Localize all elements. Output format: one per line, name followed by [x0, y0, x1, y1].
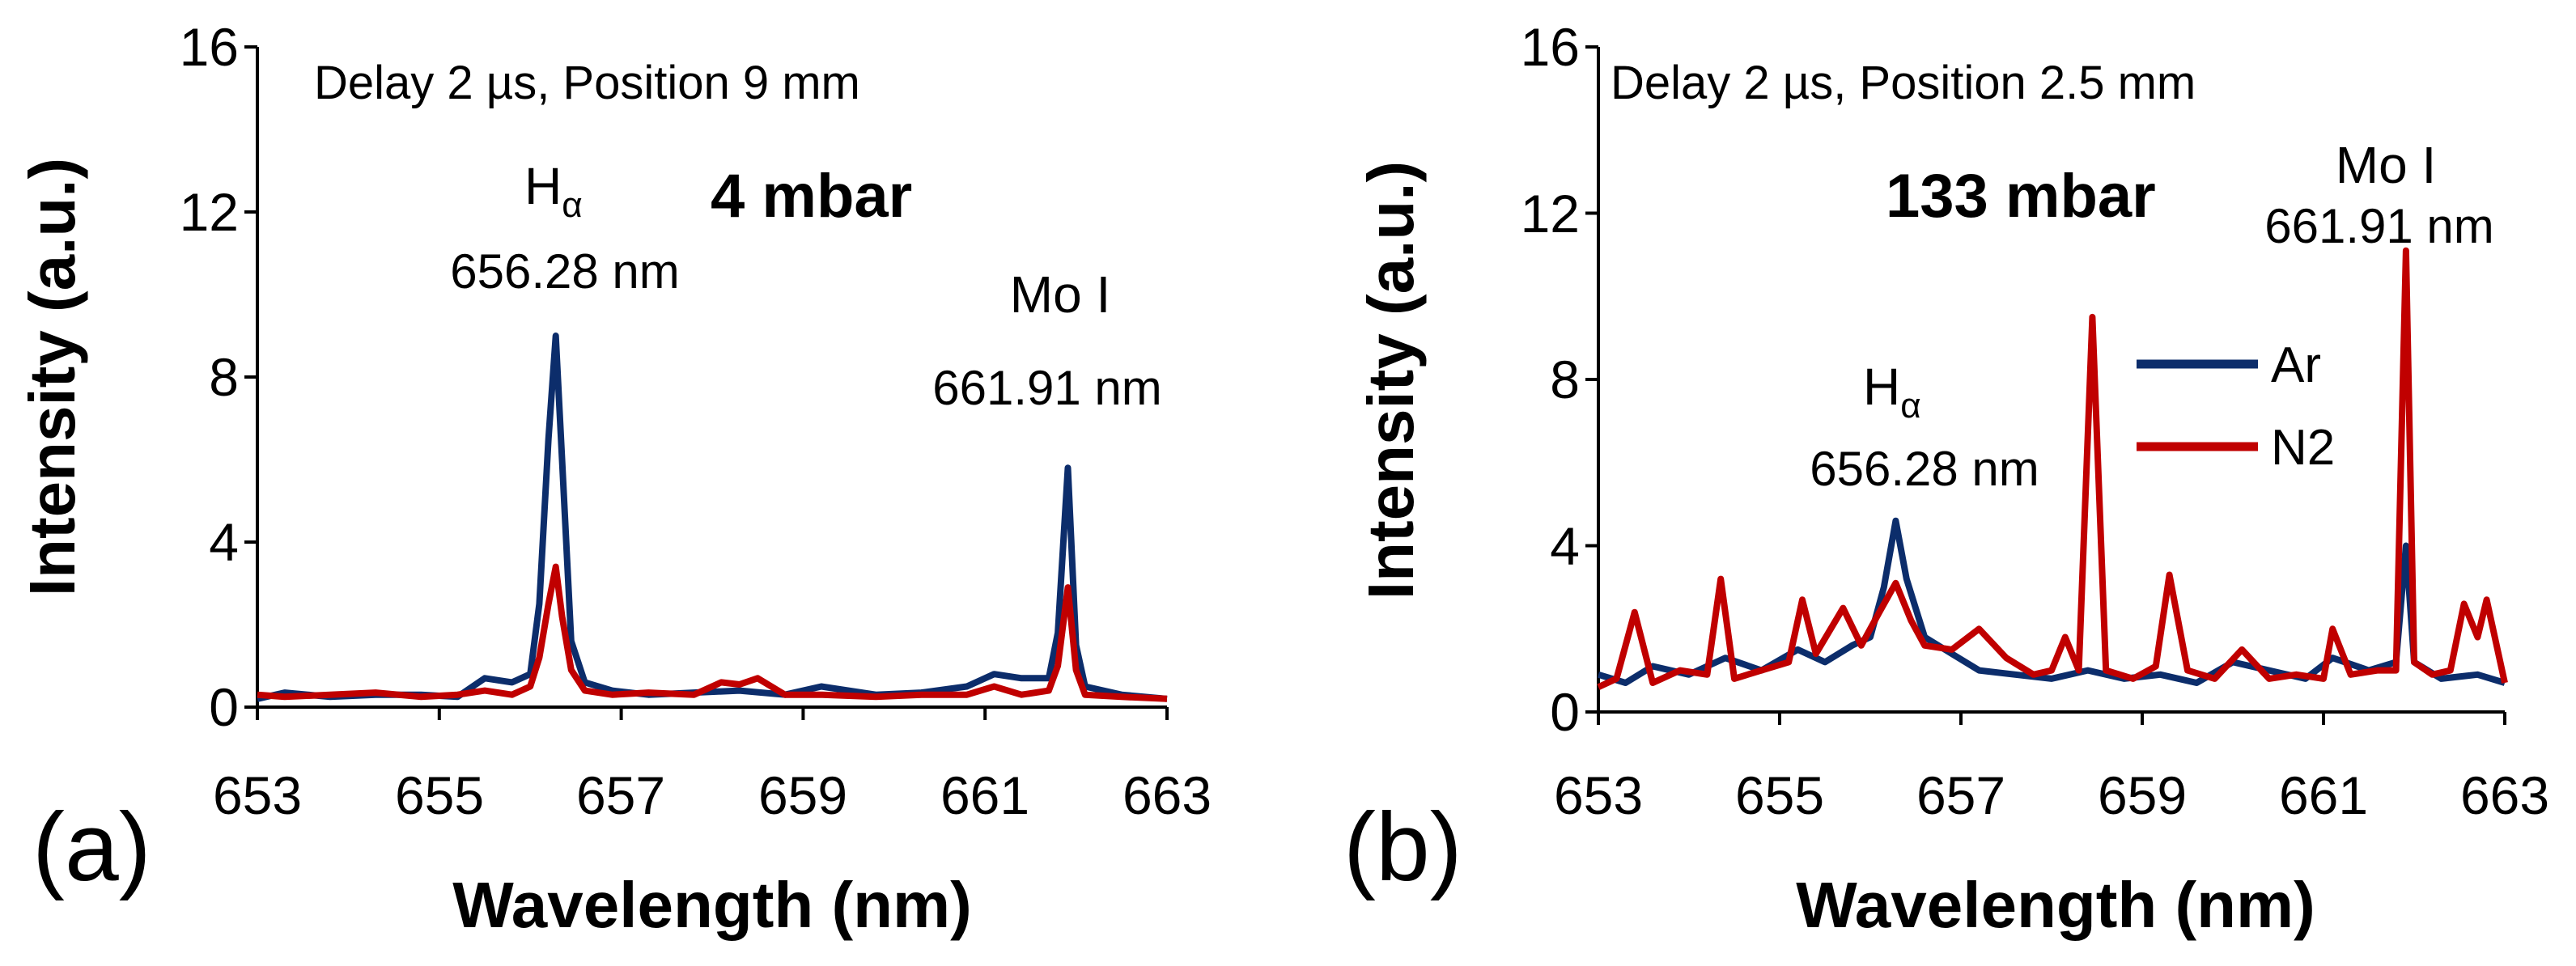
- y-tick-label: 4: [209, 512, 239, 572]
- x-tick-label: 655: [395, 765, 484, 825]
- conditions-note-b: Delay 2 µs, Position 2.5 mm: [1611, 57, 2196, 109]
- x-tick-label: 657: [1916, 765, 2005, 825]
- series-line-n2-b: [1597, 247, 2508, 690]
- pressure-label-a: 4 mbar: [711, 162, 912, 231]
- y-tick-label: 0: [1550, 682, 1580, 742]
- tick-marks-a: [244, 45, 1169, 720]
- mo-wavelength-b: 661.91 nm: [2264, 199, 2494, 253]
- x-axis-title-a: Wavelength (nm): [452, 869, 971, 941]
- y-tick-label: 16: [1521, 17, 1580, 77]
- y-tick-labels-b: 0 4 8 12 16: [1521, 17, 1580, 742]
- x-tick-labels-a: 653 655 657 659 661 663: [213, 765, 1212, 825]
- legend-b: Ar N2: [2137, 337, 2335, 476]
- y-tick-label: 8: [209, 347, 239, 407]
- series-line-n2-a: [257, 563, 1168, 702]
- legend-label-n2: N2: [2271, 420, 2335, 476]
- mo-label-b: Mo I: [2336, 136, 2436, 194]
- x-tick-labels-b: 653 655 657 659 661 663: [1554, 765, 2549, 825]
- mo-wavelength-a: 661.91 nm: [932, 361, 1162, 415]
- h-alpha-wavelength-a: 656.28 nm: [450, 244, 680, 299]
- panel-a: 0 4 8 12 16 653 655 657 659 661 663 Inte…: [16, 17, 1212, 941]
- x-tick-label: 661: [940, 765, 1029, 825]
- x-tick-label: 663: [1122, 765, 1212, 825]
- x-tick-label: 653: [1554, 765, 1643, 825]
- conditions-note-a: Delay 2 µs, Position 9 mm: [314, 57, 860, 109]
- pressure-label-b: 133 mbar: [1886, 162, 2156, 231]
- mo-label-a: Mo I: [1010, 265, 1110, 324]
- x-tick-label: 659: [758, 765, 847, 825]
- x-tick-label: 661: [2279, 765, 2368, 825]
- h-alpha-label-b: Hα: [1863, 358, 1921, 426]
- x-tick-label: 663: [2460, 765, 2549, 825]
- x-axis-title-b: Wavelength (nm): [1796, 869, 2315, 941]
- y-tick-labels-a: 0 4 8 12 16: [180, 17, 239, 737]
- panel-b: 0 4 8 12 16 653 655 657 659 661 663 Inte…: [1343, 17, 2549, 941]
- h-alpha-wavelength-b: 656.28 nm: [1810, 442, 2039, 496]
- y-tick-label: 16: [180, 17, 239, 77]
- y-axis-title-a: Intensity (a.u.): [16, 158, 88, 596]
- legend-label-ar: Ar: [2271, 337, 2321, 393]
- x-tick-label: 657: [576, 765, 665, 825]
- x-tick-label: 659: [2098, 765, 2187, 825]
- y-tick-label: 0: [209, 677, 239, 737]
- x-tick-label: 653: [213, 765, 302, 825]
- y-tick-label: 4: [1550, 516, 1580, 576]
- x-tick-label: 655: [1735, 765, 1824, 825]
- h-alpha-label-a: Hα: [524, 157, 583, 225]
- y-tick-label: 8: [1550, 350, 1580, 409]
- y-tick-label: 12: [1521, 184, 1580, 244]
- plot-lines-b: [1597, 247, 2508, 690]
- y-tick-label: 12: [180, 182, 239, 242]
- plot-lines-a: [257, 333, 1168, 702]
- y-axis-title-b: Intensity (a.u.): [1355, 161, 1427, 600]
- panel-label-b: (b): [1343, 793, 1462, 901]
- panel-label-a: (a): [32, 793, 151, 901]
- tick-marks-b: [1585, 45, 2506, 725]
